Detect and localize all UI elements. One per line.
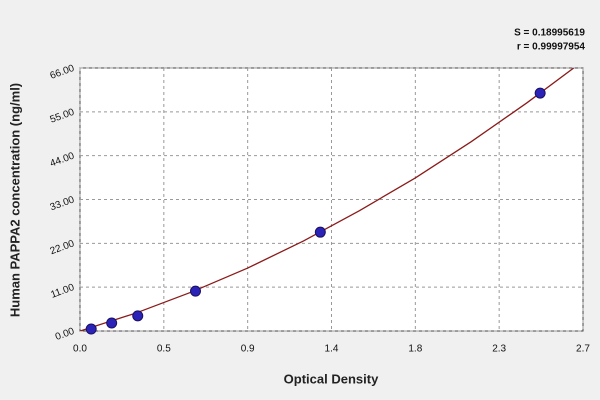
point bbox=[106, 317, 118, 329]
x-tick-label: 2.7 bbox=[576, 344, 590, 355]
point bbox=[190, 285, 202, 297]
x-tick-label: 1.8 bbox=[408, 344, 422, 355]
x-tick-label: 0.9 bbox=[241, 344, 255, 355]
x-tick-label: 0.5 bbox=[157, 344, 171, 355]
annotation: r = 0.99997954 bbox=[517, 42, 586, 53]
y-tick-label: 55.00 bbox=[49, 107, 77, 126]
y-axis-title: Human PAPPA2 concentration (ng/ml) bbox=[7, 83, 22, 317]
y-tick-label: 0.00 bbox=[54, 326, 76, 343]
y-tick-label: 66.00 bbox=[49, 63, 77, 82]
x-axis-title: Optical Density bbox=[284, 371, 379, 386]
y-tick-label: 22.00 bbox=[49, 238, 77, 257]
y-tick-label: 11.00 bbox=[49, 282, 76, 301]
x-tick-label: 2.3 bbox=[492, 344, 506, 355]
point bbox=[85, 323, 97, 335]
y-tick-label: 33.00 bbox=[49, 194, 77, 213]
x-tick-label: 0.0 bbox=[73, 344, 87, 355]
point bbox=[132, 310, 144, 322]
point bbox=[534, 87, 546, 99]
point bbox=[314, 226, 326, 238]
y-tick-label: 44.00 bbox=[49, 150, 77, 169]
x-tick-label: 1.4 bbox=[325, 344, 339, 355]
annotation: S = 0.18995619 bbox=[514, 28, 585, 39]
fit-line bbox=[80, 68, 575, 331]
